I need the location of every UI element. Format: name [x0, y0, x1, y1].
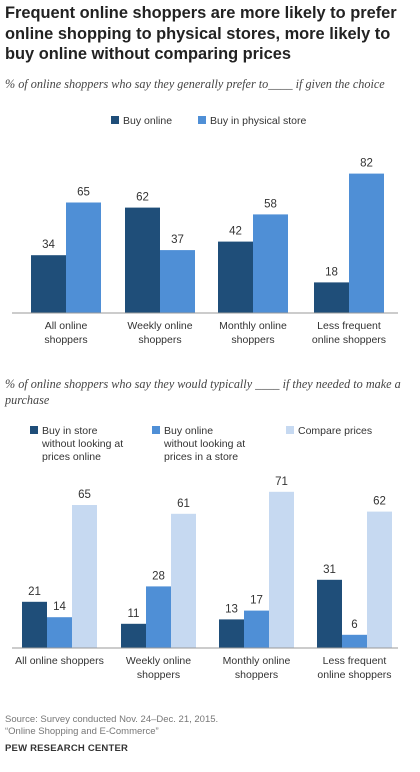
source-report-line: “Online Shopping and E-Commerce”: [5, 726, 159, 737]
legend-label: prices online: [42, 451, 101, 463]
data-label: 28: [152, 570, 165, 582]
data-label: 62: [373, 496, 386, 508]
data-label: 82: [360, 158, 373, 170]
category-label: Weekly online: [127, 320, 192, 332]
data-label: 42: [229, 226, 242, 238]
chart2-subtitle: % of online shoppers who say they would …: [5, 377, 401, 407]
data-label: 21: [28, 586, 41, 598]
bar: [66, 202, 101, 313]
legend-swatch: [152, 426, 160, 434]
bar: [47, 617, 72, 648]
data-label: 58: [264, 198, 277, 210]
legend-swatch: [198, 116, 206, 124]
category-label: Weekly online: [126, 655, 191, 667]
category-label: shoppers: [235, 669, 278, 681]
legend-swatch: [286, 426, 294, 434]
data-label: 31: [323, 564, 336, 576]
data-label: 61: [177, 498, 190, 510]
bar: [125, 207, 160, 313]
bar: [253, 214, 288, 313]
legend-label: Buy online: [123, 115, 172, 127]
legend-label: Buy online: [164, 425, 213, 437]
legend-label: without looking at: [41, 438, 123, 450]
chart1-subtitle: % of online shoppers who say they genera…: [5, 77, 385, 91]
category-label: All online shoppers: [15, 655, 104, 667]
bar: [317, 579, 342, 648]
legend-label: prices in a store: [164, 451, 238, 463]
data-label: 65: [77, 187, 90, 199]
page-title: Frequent online shoppers are more likely…: [5, 4, 397, 63]
category-label: Monthly online: [219, 320, 287, 332]
legend-label: Compare prices: [298, 425, 372, 437]
bar: [171, 513, 196, 648]
bar: [218, 241, 253, 313]
bar: [31, 255, 66, 313]
category-label: Less frequent: [323, 655, 387, 667]
category-label: shoppers: [138, 334, 181, 346]
bar: [269, 491, 294, 648]
legend-swatch: [30, 426, 38, 434]
data-label: 37: [171, 234, 184, 246]
bar: [146, 586, 171, 648]
category-label: Monthly online: [223, 655, 291, 667]
legend-swatch: [111, 116, 119, 124]
chart1-svg: Buy online Buy in physical store 34 65 All o…: [12, 115, 398, 346]
data-label: 14: [53, 601, 66, 613]
category-label: All online: [45, 320, 88, 332]
category-label: shoppers: [137, 669, 180, 681]
bar: [121, 623, 146, 648]
data-label: 13: [225, 603, 238, 615]
bar: [72, 505, 97, 648]
data-label: 62: [136, 192, 149, 204]
category-label: shoppers: [44, 334, 87, 346]
bar: [244, 610, 269, 648]
data-label: 34: [42, 239, 55, 251]
data-label: 17: [250, 595, 263, 607]
org-name: PEW RESEARCH CENTER: [5, 743, 129, 754]
bar: [367, 511, 392, 648]
data-label: 18: [325, 266, 338, 278]
category-label: online shoppers: [317, 669, 391, 681]
legend-label: without looking at: [163, 438, 245, 450]
data-label: 71: [275, 476, 288, 488]
legend-label: Buy in store: [42, 425, 98, 437]
category-label: online shoppers: [312, 334, 386, 346]
bar: [160, 250, 195, 313]
bar: [22, 601, 47, 648]
data-label: 65: [78, 489, 91, 501]
bar: [219, 619, 244, 648]
source-note: Source: Survey conducted Nov. 24–Dec. 21…: [5, 714, 218, 738]
data-label: 11: [128, 608, 140, 620]
bar: [349, 173, 384, 313]
bar: [342, 634, 367, 648]
legend-label: Buy in physical store: [210, 115, 306, 127]
source-line: Source: Survey conducted Nov. 24–Dec. 21…: [5, 714, 219, 725]
bar: [314, 282, 349, 313]
category-label: shoppers: [231, 334, 274, 346]
category-label: Less frequent: [317, 320, 381, 332]
data-label: 6: [351, 619, 357, 631]
